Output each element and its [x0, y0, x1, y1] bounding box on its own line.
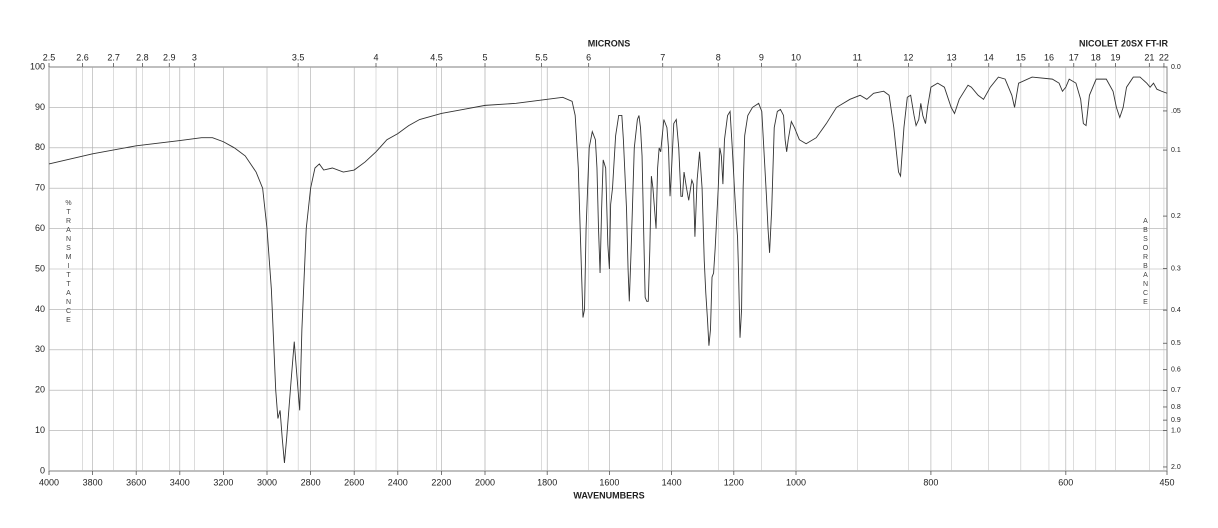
x-tick-label: 1800 — [537, 477, 557, 487]
x2-tick-label: 4 — [373, 52, 378, 62]
x-tick-label: 1400 — [662, 477, 682, 487]
x-tick-label: 800 — [923, 477, 938, 487]
x-tick-label: 1600 — [599, 477, 619, 487]
y-tick-label: 80 — [35, 142, 45, 152]
x2-tick-label: 15 — [1016, 52, 1026, 62]
y2-tick-label: 0.1 — [1171, 147, 1181, 154]
y-tick-label: 90 — [35, 102, 45, 112]
x-axis-label: WAVENUMBERS — [573, 490, 644, 500]
y2-tick-label: 0.8 — [1171, 404, 1181, 411]
y2-tick-label: 0.2 — [1171, 213, 1181, 220]
x2-tick-label: 17 — [1069, 52, 1079, 62]
y2-tick-label: .05 — [1171, 108, 1181, 115]
x2-tick-label: 22 — [1159, 52, 1169, 62]
y2-axis-label: ABSORBANCE — [1142, 218, 1149, 308]
x2-tick-label: 18 — [1091, 52, 1101, 62]
y-tick-label: 70 — [35, 183, 45, 193]
annotation: NICOLET 20SX FT-IR — [1079, 38, 1169, 48]
x2-tick-label: 21 — [1144, 52, 1154, 62]
x-tick-label: 3800 — [83, 477, 103, 487]
x-tick-label: 450 — [1159, 477, 1174, 487]
y2-tick-label: 1.0 — [1171, 427, 1181, 434]
x-tick-label: 2200 — [431, 477, 451, 487]
y-tick-label: 100 — [30, 61, 45, 71]
x2-tick-label: 2.6 — [76, 52, 89, 62]
x-tick-label: 1000 — [786, 477, 806, 487]
y-tick-label: 0 — [40, 465, 45, 475]
x-tick-label: 3000 — [257, 477, 277, 487]
x-tick-label: 3200 — [213, 477, 233, 487]
top-axis-label: MICRONS — [588, 38, 631, 48]
x2-tick-label: 11 — [853, 52, 862, 62]
x2-tick-label: 3 — [192, 52, 197, 62]
x-tick-label: 2000 — [475, 477, 495, 487]
x2-tick-label: 3.5 — [292, 52, 305, 62]
y2-tick-label: 0.6 — [1171, 366, 1181, 373]
x2-tick-label: 16 — [1044, 52, 1054, 62]
x2-tick-label: 2.8 — [136, 52, 149, 62]
x-tick-label: 2800 — [301, 477, 321, 487]
x2-tick-label: 2.7 — [107, 52, 120, 62]
x2-tick-label: 5 — [482, 52, 487, 62]
y2-tick-label: 0.9 — [1171, 417, 1181, 424]
x2-tick-label: 7 — [660, 52, 665, 62]
x-tick-label: 4000 — [39, 477, 59, 487]
x-tick-label: 3400 — [170, 477, 190, 487]
x2-tick-label: 4.5 — [430, 52, 443, 62]
x2-tick-label: 9 — [759, 52, 764, 62]
y-tick-label: 30 — [35, 344, 45, 354]
y2-tick-label: 0.4 — [1171, 307, 1181, 314]
x2-tick-label: 13 — [947, 52, 957, 62]
x2-tick-label: 10 — [791, 52, 801, 62]
x2-tick-label: 14 — [984, 52, 994, 62]
y2-tick-label: 0.5 — [1171, 340, 1181, 347]
y-axis-label: %TRANSMITTANCE — [65, 200, 72, 326]
spectrum-line — [48, 76, 1168, 463]
x-tick-label: 1200 — [724, 477, 744, 487]
x-tick-label: 2400 — [388, 477, 408, 487]
x2-tick-label: 19 — [1111, 52, 1121, 62]
y-tick-label: 60 — [35, 223, 45, 233]
x2-tick-label: 5.5 — [535, 52, 548, 62]
x2-tick-label: 2.9 — [163, 52, 176, 62]
x2-tick-label: 2.5 — [43, 52, 56, 62]
y-tick-label: 10 — [35, 425, 45, 435]
x-tick-label: 2600 — [344, 477, 364, 487]
y2-tick-label: 2.0 — [1171, 464, 1181, 471]
y2-tick-label: 0.7 — [1171, 387, 1181, 394]
x2-tick-label: 6 — [586, 52, 591, 62]
y-tick-label: 40 — [35, 304, 45, 314]
x2-tick-label: 8 — [716, 52, 721, 62]
y-tick-label: 20 — [35, 385, 45, 395]
x-tick-label: 600 — [1058, 477, 1073, 487]
y2-tick-label: 0.3 — [1171, 265, 1181, 272]
x-tick-label: 3600 — [126, 477, 146, 487]
x2-tick-label: 12 — [903, 52, 913, 62]
y-tick-label: 50 — [35, 263, 45, 273]
y2-tick-label: 0.0 — [1171, 64, 1181, 71]
